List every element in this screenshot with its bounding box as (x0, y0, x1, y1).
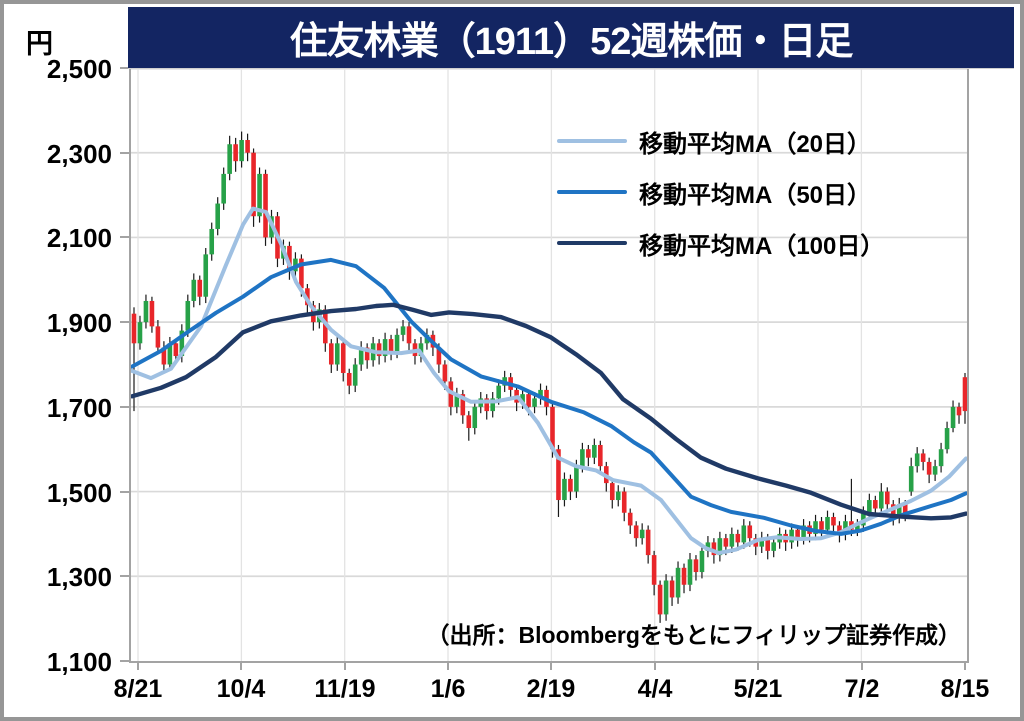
y-axis-label: 2,300 (46, 139, 112, 169)
x-axis-label: 10/4 (216, 675, 266, 703)
y-axis-tick (120, 152, 130, 154)
ma50-line-swatch (557, 190, 627, 194)
x-axis-tick (447, 661, 449, 670)
x-axis-label: 8/15 (940, 675, 990, 703)
x-axis-tick (137, 661, 139, 670)
chart-title-banner: 住友林業（1911）52週株価・日足 (128, 7, 1014, 69)
y-axis-label: 1,700 (46, 393, 112, 423)
x-axis-tick (964, 661, 966, 670)
x-axis-tick (240, 661, 242, 670)
y-axis-tick (120, 406, 130, 408)
x-axis-label: 8/21 (113, 675, 163, 703)
y-axis-tick (120, 236, 130, 238)
source-note: （出所：Bloombergをもとにフィリップ証券作成） (426, 622, 961, 648)
y-axis-tick (120, 321, 130, 323)
x-axis-tick (757, 661, 759, 670)
ma-line-1 (131, 257, 967, 536)
y-axis-unit-label: 円 (26, 29, 53, 59)
y-axis-tick (120, 575, 130, 577)
plot-area: 移動平均MA（20日） 移動平均MA（50日） 移動平均MA（100日） （出所… (129, 68, 969, 663)
x-axis-tick (654, 661, 656, 670)
x-axis-tick (344, 661, 346, 670)
legend-label: 移動平均MA（100日） (639, 232, 885, 260)
y-axis-tick (120, 491, 130, 493)
chart-title: 住友林業（1911）52週株価・日足 (289, 21, 854, 63)
y-axis-tick (120, 660, 130, 662)
y-axis-label: 1,500 (46, 478, 112, 508)
legend-item-ma20: 移動平均MA（20日） (557, 124, 871, 158)
y-axis-label: 1,900 (46, 308, 112, 338)
legend-label: 移動平均MA（50日） (639, 181, 872, 209)
x-axis-label: 11/19 (314, 675, 376, 703)
legend-item-ma50: 移動平均MA（50日） (557, 175, 871, 209)
ma-line-2 (131, 302, 967, 521)
x-axis-tick (550, 661, 552, 670)
x-axis-label: 5/21 (733, 675, 783, 703)
legend-label: 移動平均MA（20日） (639, 130, 872, 158)
y-axis-label: 2,500 (46, 54, 112, 84)
ma100-line-swatch (557, 241, 627, 245)
y-axis-tick (120, 67, 130, 69)
x-axis-label: 4/4 (637, 675, 673, 703)
y-axis-label: 1,100 (46, 647, 112, 677)
candlestick-chart (131, 68, 967, 661)
x-axis-label: 7/2 (844, 675, 880, 703)
ma20-line-swatch (557, 139, 627, 143)
x-axis-label: 2/19 (526, 675, 576, 703)
legend-item-ma100: 移動平均MA（100日） (557, 226, 884, 260)
y-axis-label: 2,100 (46, 223, 112, 253)
x-axis-label: 1/6 (430, 675, 466, 703)
y-axis-label: 1,300 (46, 562, 112, 592)
x-axis-tick (861, 661, 863, 670)
